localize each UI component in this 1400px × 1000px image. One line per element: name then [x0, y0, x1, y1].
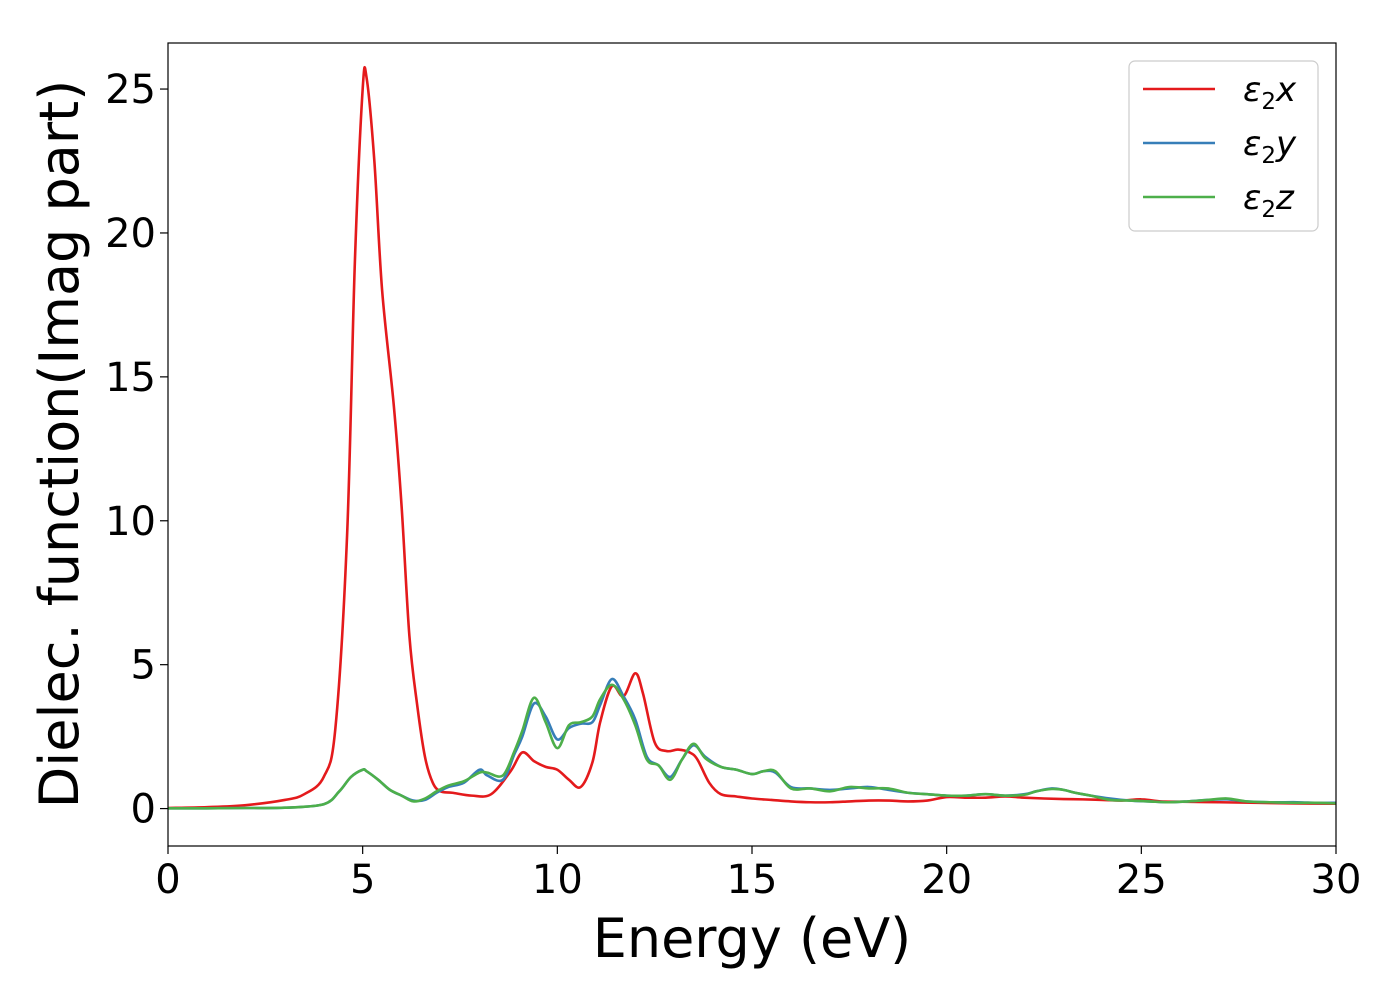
- x-tick-label: 30: [1311, 857, 1362, 903]
- y-axis: 0 5 10 15 20 25: [105, 67, 168, 833]
- legend-label: ε2z: [1243, 178, 1295, 223]
- x-tick-label: 25: [1116, 857, 1167, 903]
- legend-label: ε2y: [1243, 124, 1297, 169]
- x-tick-label: 15: [727, 857, 778, 903]
- series-line-z: [168, 683, 1336, 810]
- y-tick-label: 10: [105, 499, 156, 545]
- x-tick-label: 10: [532, 857, 583, 903]
- legend-entry-z: ε2z: [1143, 178, 1295, 223]
- y-tick-label: 20: [105, 211, 156, 257]
- y-axis-label: Dielec. function(Imag part): [28, 80, 91, 809]
- y-tick-label: 5: [131, 643, 156, 689]
- x-axis-label: Energy (eV): [593, 907, 912, 970]
- x-tick-label: 20: [921, 857, 972, 903]
- series-layer: [168, 65, 1336, 810]
- legend-entry-y: ε2y: [1143, 124, 1297, 169]
- y-tick-label: 25: [105, 67, 156, 113]
- x-tick-label: 0: [155, 857, 180, 903]
- x-axis: 0 5 10 15 20 25 30: [155, 846, 1361, 903]
- series-line-y: [168, 677, 1336, 810]
- y-tick-label: 0: [131, 787, 156, 833]
- x-tick-label: 5: [350, 857, 375, 903]
- legend: ε2x ε2y ε2z: [1128, 60, 1319, 232]
- y-tick-label: 15: [105, 355, 156, 401]
- legend-entry-x: ε2x: [1143, 70, 1297, 115]
- legend-label: ε2x: [1243, 70, 1297, 115]
- legend-box: [1128, 60, 1319, 232]
